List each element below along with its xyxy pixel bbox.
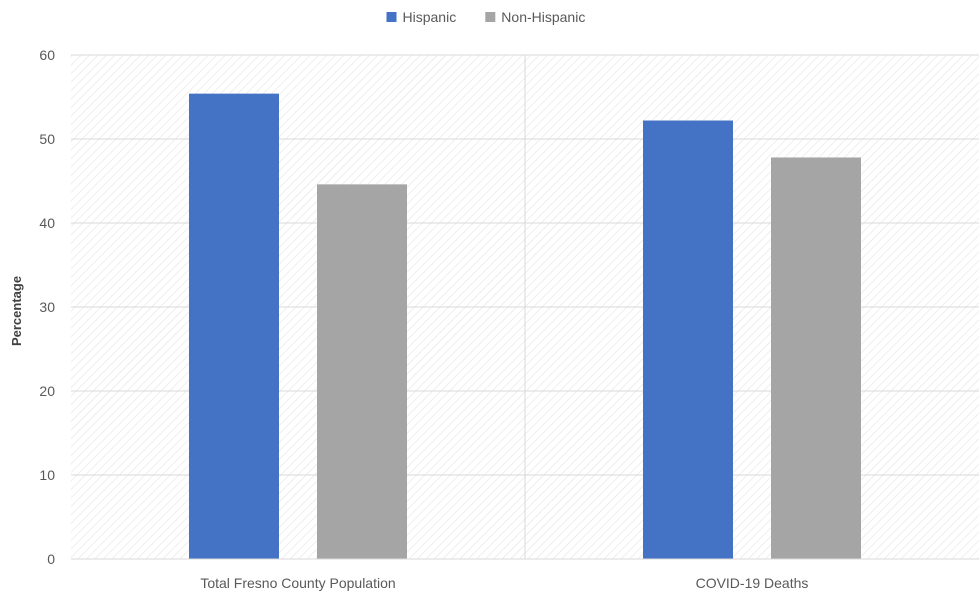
bar-hispanic-0 [189, 93, 279, 559]
x-tick-label: Total Fresno County Population [200, 575, 395, 591]
legend-swatch-non-hispanic [485, 12, 496, 22]
bar-non-hispanic-0 [317, 184, 407, 560]
bars [189, 93, 861, 560]
y-axis-ticks: 0 10 20 30 40 50 60 [39, 47, 55, 567]
x-tick-label: COVID-19 Deaths [696, 575, 809, 591]
bar-hispanic-1 [643, 120, 733, 560]
legend-label-hispanic: Hispanic [403, 9, 457, 25]
legend-swatch-hispanic [386, 12, 397, 22]
legend-label-non-hispanic: Non-Hispanic [501, 9, 585, 25]
y-tick-label: 60 [39, 47, 55, 63]
y-tick-label: 10 [39, 467, 55, 483]
y-tick-label: 20 [39, 383, 55, 399]
bar-non-hispanic-1 [771, 157, 861, 560]
y-tick-label: 0 [47, 551, 55, 567]
legend: Hispanic Non-Hispanic [386, 9, 585, 25]
y-tick-label: 50 [39, 131, 55, 147]
y-tick-label: 30 [39, 299, 55, 315]
y-tick-label: 40 [39, 215, 55, 231]
x-axis-ticks: Total Fresno County Population COVID-19 D… [200, 575, 808, 591]
y-axis-label: Percentage [9, 276, 24, 346]
